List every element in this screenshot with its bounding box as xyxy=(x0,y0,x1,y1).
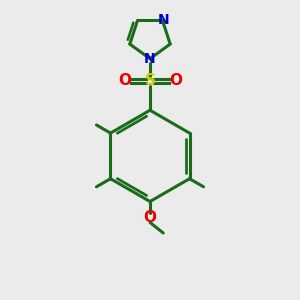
Text: O: O xyxy=(118,73,131,88)
Text: O: O xyxy=(143,210,157,225)
Text: N: N xyxy=(144,52,156,66)
Text: S: S xyxy=(145,73,155,88)
Text: N: N xyxy=(158,13,170,27)
Text: O: O xyxy=(169,73,182,88)
